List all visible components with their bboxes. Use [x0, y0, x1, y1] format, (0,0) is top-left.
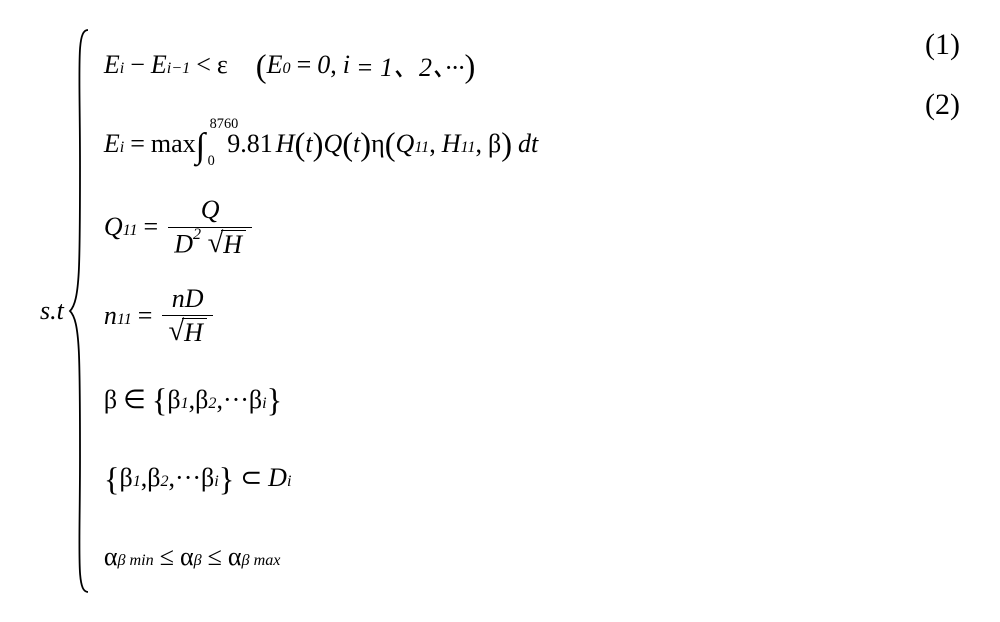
equation-3: Q 11 = Q D2 √H — [104, 186, 960, 268]
var-H: H — [276, 129, 295, 159]
var-H: H — [223, 230, 242, 259]
zero: 0 — [317, 50, 330, 80]
var-n: n — [172, 284, 185, 313]
minus-op: − — [130, 50, 145, 80]
equation-1: E i − E i−1 < ε ( E 0 = 0 , i = 1、2、··· … — [104, 29, 960, 101]
sub-0: 0 — [283, 60, 291, 78]
max-op: max — [151, 129, 196, 159]
paren-close: ) — [465, 49, 476, 86]
var-t: t — [305, 129, 312, 159]
var-E: E — [104, 50, 120, 80]
fraction: Q D2 √H — [168, 196, 252, 259]
sub-i: i — [120, 139, 124, 157]
var-i: i — [343, 50, 350, 80]
equation-5: β ∈ { β1, β2, ··· βi } — [104, 364, 960, 436]
eq-op: = — [138, 301, 153, 331]
var-D: D — [185, 284, 204, 313]
var-Q11: Q — [396, 129, 415, 159]
beta: β — [488, 129, 501, 159]
eq-op: = — [297, 50, 312, 80]
sup-2: 2 — [193, 226, 201, 243]
comma: , — [330, 50, 337, 80]
sub-11: 11 — [123, 222, 138, 240]
var-Q: Q — [323, 129, 342, 159]
fraction: nD √H — [162, 285, 212, 347]
le-op: ≤ — [208, 542, 222, 572]
sub-im1: i−1 — [167, 60, 190, 78]
equation-2: E i = max ∫ 0 8760 9.81 H (t) Q (t) η ( … — [104, 108, 960, 180]
var-H: H — [184, 318, 203, 347]
dots: ··· — [223, 385, 249, 415]
var-D: D — [174, 229, 193, 258]
equation-tag-1: (1) — [925, 28, 960, 62]
equations-column: E i − E i−1 < ε ( E 0 = 0 , i = 1、2、··· … — [104, 26, 960, 596]
eta: η — [371, 129, 385, 159]
eq-op: = — [130, 129, 145, 159]
sub-i: i — [287, 473, 291, 491]
alpha: α — [104, 542, 118, 572]
eq-op: = — [144, 212, 159, 242]
alpha: α — [228, 542, 242, 572]
equation-system: s.t E i − E i−1 < ε ( E 0 = 0 , i = 1、2、… — [40, 20, 960, 602]
integral: ∫ 0 8760 — [196, 124, 206, 164]
var-Q: Q — [104, 212, 123, 242]
epsilon: ε — [217, 50, 228, 80]
le-op: ≤ — [160, 542, 174, 572]
var-t: t — [353, 129, 360, 159]
equation-6: { β1, β2, ··· βi } ⊂ D i — [104, 442, 960, 514]
coef: 9.81 — [227, 129, 273, 159]
equation-7: αβ min ≤ αβ ≤ αβ max — [104, 521, 960, 593]
dt: dt — [518, 129, 538, 159]
var-n: n — [104, 301, 117, 331]
paren-open: ( — [256, 49, 267, 86]
equation-tag-2: (2) — [925, 88, 960, 122]
var-H11: H — [442, 129, 461, 159]
var-E: E — [104, 129, 120, 159]
lt-op: < — [196, 50, 211, 80]
sub-i: i — [120, 60, 124, 78]
int-upper: 8760 — [210, 116, 239, 133]
var-D: D — [268, 463, 287, 493]
sub-11: 11 — [117, 311, 132, 329]
subset-op: ⊂ — [240, 463, 262, 493]
num-Q: Q — [201, 195, 220, 224]
left-brace — [68, 26, 92, 596]
var-E: E — [151, 50, 167, 80]
sqrt: √H — [168, 318, 206, 347]
beta: β — [104, 385, 117, 415]
dots: ··· — [175, 463, 201, 493]
i-values: = 1、2、··· — [356, 47, 465, 84]
int-lower: 0 — [208, 153, 215, 170]
subject-to-label: s.t — [40, 296, 64, 326]
sqrt: √H — [208, 230, 246, 259]
in-op: ∈ — [123, 385, 146, 415]
equation-4: n 11 = nD √H — [104, 275, 960, 357]
var-E: E — [267, 50, 283, 80]
alpha: α — [180, 542, 194, 572]
